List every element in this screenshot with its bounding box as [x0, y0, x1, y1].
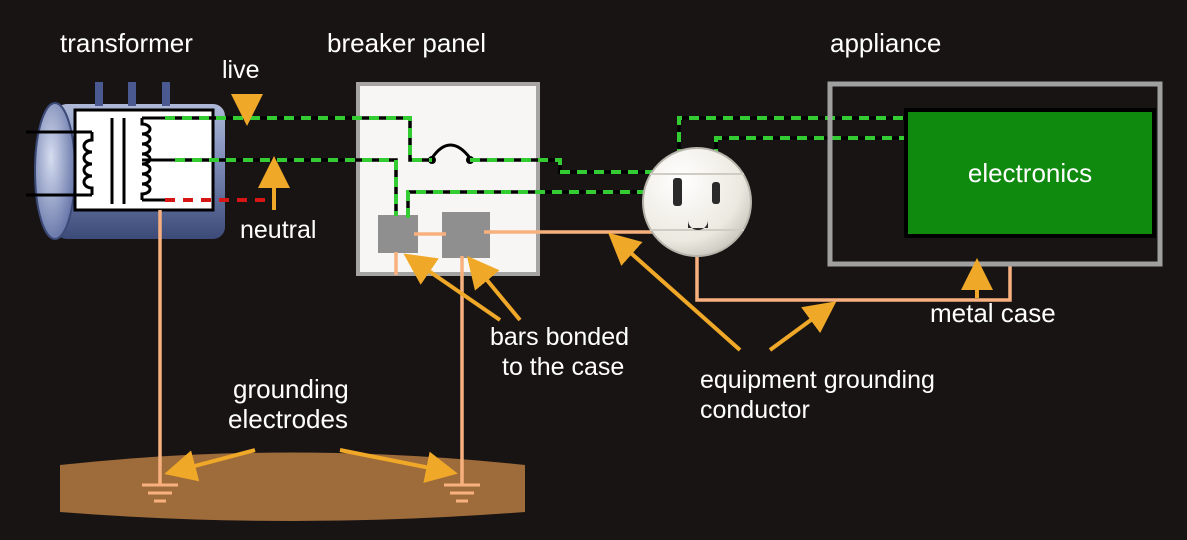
grounding-electrodes-label-1: grounding: [233, 374, 349, 404]
egc-label-2: conductor: [700, 396, 810, 424]
earth: [60, 453, 525, 522]
bars-bonded-label-1: bars bonded: [490, 323, 629, 351]
egc-label-1: equipment grounding: [700, 366, 935, 394]
electronics-label: electronics: [968, 158, 1092, 188]
live-label: live: [222, 56, 260, 84]
outlet: [643, 148, 751, 256]
neutral-bus-bar: [378, 215, 418, 253]
metal-case-label: metal case: [930, 298, 1056, 328]
appliance-label: appliance: [830, 28, 941, 58]
transformer-label: transformer: [60, 28, 193, 58]
neutral-label: neutral: [240, 216, 316, 244]
neutral-to-appliance: [716, 138, 910, 176]
breaker-panel-label: breaker panel: [327, 28, 486, 58]
wiring-diagram: electronics transformer live breaker pan…: [0, 0, 1187, 540]
bars-bonded-label-2: to the case: [502, 353, 624, 381]
ground-bus-bar: [442, 212, 490, 258]
appliance: electronics: [830, 84, 1160, 264]
breaker-panel: [358, 84, 538, 274]
grounding-electrodes-label-2: electrodes: [228, 404, 348, 434]
